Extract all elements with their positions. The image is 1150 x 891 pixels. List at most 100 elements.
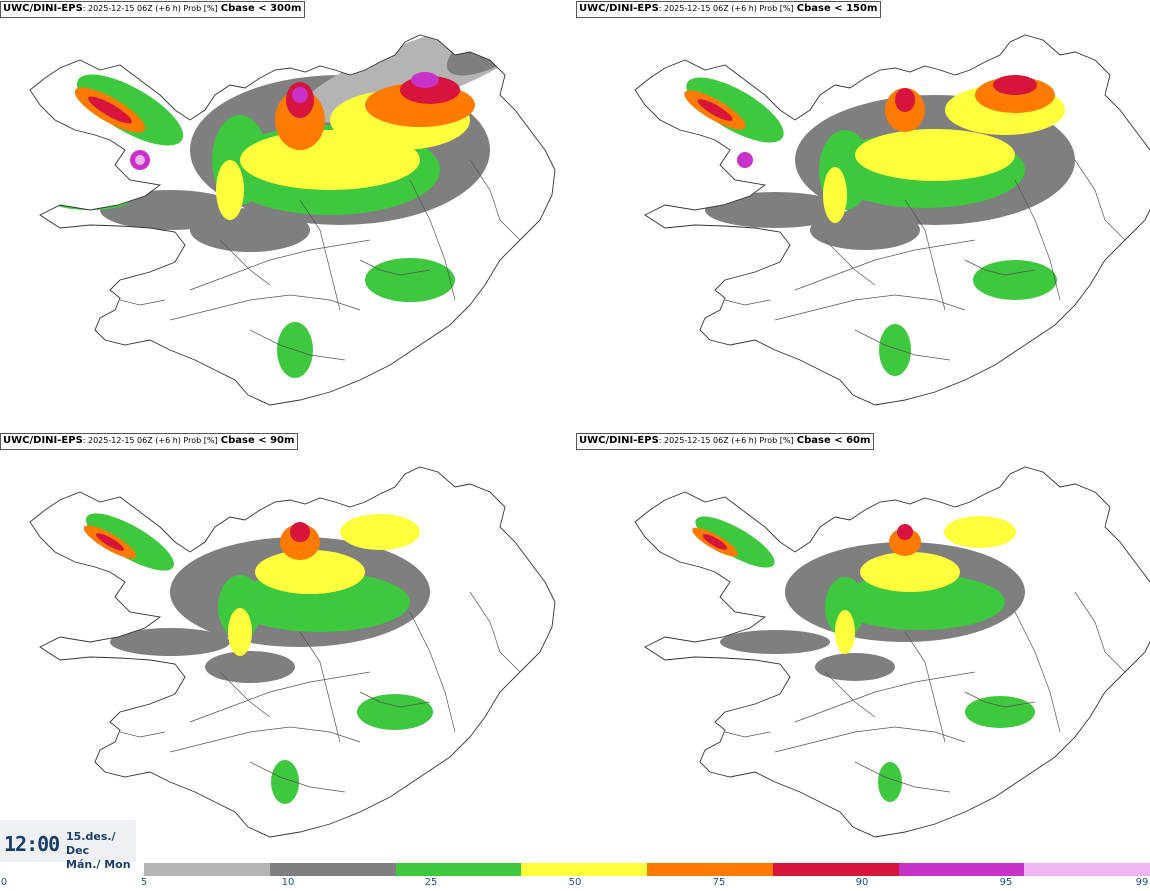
region-boundary — [1014, 179, 1061, 301]
probability-area — [835, 610, 855, 654]
coastline — [634, 466, 1150, 838]
probability-colorbar — [144, 863, 1150, 876]
run-info: : 2025-12-15 06Z (+6 h) Prob [%] — [658, 4, 794, 13]
panel-title: UWC/DINI-EPS: 2025-12-15 06Z (+6 h) Prob… — [0, 1, 306, 18]
probability-area — [737, 152, 753, 168]
probability-area — [340, 514, 420, 550]
region-boundary — [824, 671, 876, 718]
probability-area — [135, 155, 145, 165]
probability-area — [695, 516, 775, 568]
region-boundary — [249, 329, 346, 361]
model-name: UWC/DINI-EPS — [579, 435, 659, 446]
probability-area — [878, 762, 902, 802]
coastline — [29, 466, 556, 838]
region-boundary — [189, 239, 371, 291]
probability-area — [973, 260, 1057, 300]
variable-label: Cbase < 300m — [220, 3, 302, 14]
colorbar-tick-label: 95 — [999, 877, 1013, 888]
model-name: UWC/DINI-EPS — [579, 3, 659, 14]
probability-area — [879, 324, 911, 376]
region-boundary — [219, 671, 271, 718]
probability-area — [823, 167, 847, 223]
colorbar-segment — [144, 863, 270, 876]
region-boundary — [409, 179, 456, 301]
probability-area — [815, 653, 895, 681]
region-boundary — [469, 591, 521, 673]
probability-area — [216, 160, 244, 220]
region-boundary — [299, 199, 341, 311]
colorbar-tick-label: 25 — [424, 877, 438, 888]
colorbar-segment — [1024, 863, 1150, 876]
probability-area — [85, 513, 175, 571]
region-boundary — [724, 299, 771, 306]
region-boundary — [794, 671, 976, 723]
map-panel-150m: UWC/DINI-EPS: 2025-12-15 06Z (+6 h) Prob… — [575, 0, 1150, 430]
region-boundary — [724, 731, 771, 738]
colorbar-tick-label: 50 — [568, 877, 582, 888]
valid-time-clock: 12:00 — [4, 832, 60, 856]
map-panel-90m: UWC/DINI-EPS: 2025-12-15 06Z (+6 h) Prob… — [0, 432, 575, 862]
iceland-map-300m — [29, 34, 556, 406]
region-boundary — [299, 631, 341, 743]
region-boundary — [249, 761, 346, 793]
probability-area — [228, 608, 252, 656]
probability-area — [271, 760, 299, 804]
variable-label: Cbase < 150m — [796, 3, 878, 14]
region-boundary — [904, 631, 946, 743]
probability-area — [702, 534, 728, 550]
region-boundary — [469, 159, 521, 241]
probability-area — [292, 87, 308, 103]
region-boundary — [119, 731, 166, 738]
region-boundary — [964, 691, 1036, 708]
colorbar-tick-label: 99 — [1135, 877, 1149, 888]
probability-area — [357, 694, 433, 730]
region-boundary — [1074, 591, 1126, 673]
region-boundary — [854, 761, 951, 793]
probability-area — [965, 696, 1035, 728]
model-name: UWC/DINI-EPS — [3, 3, 83, 14]
region-boundary — [824, 239, 876, 286]
probability-area — [993, 75, 1037, 95]
probability-area — [705, 192, 845, 228]
run-info: : 2025-12-15 06Z (+6 h) Prob [%] — [82, 436, 218, 445]
probability-area — [110, 628, 230, 656]
region-boundary — [409, 611, 456, 733]
region-boundary — [219, 239, 271, 286]
region-boundary — [189, 671, 371, 723]
region-boundary — [169, 726, 361, 753]
probability-area — [205, 651, 295, 683]
probability-area — [860, 552, 960, 592]
region-boundary — [964, 259, 1036, 276]
probability-area — [96, 533, 124, 551]
colorbar-tick-label: 0 — [0, 877, 8, 888]
date-line: 15.des./ Dec — [66, 830, 116, 857]
probability-area — [810, 210, 920, 250]
region-boundary — [904, 199, 946, 311]
variable-label: Cbase < 60m — [796, 435, 871, 446]
probability-area — [365, 258, 455, 302]
colorbar-segment — [521, 863, 647, 876]
colorbar-tick-label: 10 — [281, 877, 295, 888]
probability-area — [697, 99, 733, 121]
region-boundary — [794, 239, 976, 291]
probability-area — [897, 524, 913, 540]
iceland-map-60m — [634, 466, 1150, 838]
region-boundary — [1074, 159, 1126, 241]
colorbar-segment — [772, 863, 899, 876]
region-boundary — [359, 259, 431, 276]
iceland-map-90m — [29, 466, 556, 838]
coastline — [29, 34, 556, 406]
valid-time-box: 12:00 15.des./ Dec Mán./ Mon — [0, 820, 136, 871]
probability-area — [944, 516, 1016, 548]
probability-area — [290, 522, 310, 542]
probability-area — [835, 574, 1005, 630]
probability-area — [190, 208, 310, 252]
variable-label: Cbase < 90m — [220, 435, 295, 446]
colorbar-segment — [395, 863, 522, 876]
region-boundary — [774, 294, 966, 321]
region-boundary — [359, 691, 431, 708]
map-panel-60m: UWC/DINI-EPS: 2025-12-15 06Z (+6 h) Prob… — [575, 432, 1150, 862]
region-boundary — [854, 329, 951, 361]
valid-time-date: 15.des./ Dec Mán./ Mon — [66, 830, 136, 872]
